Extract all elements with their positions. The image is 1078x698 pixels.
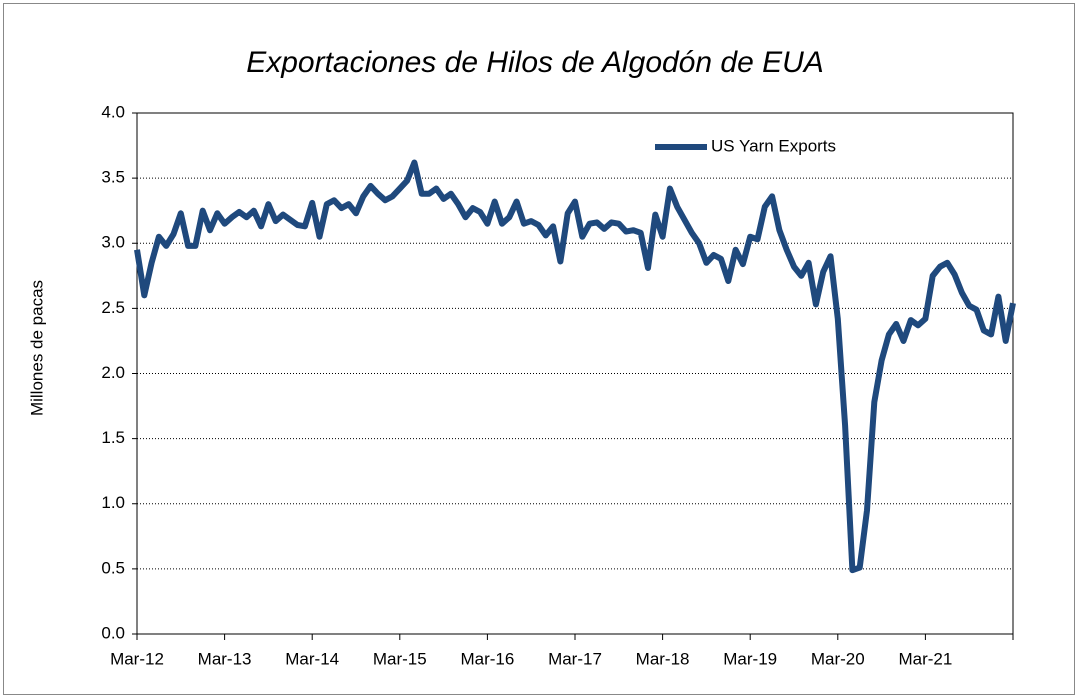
x-tick-label: Mar-16 xyxy=(460,649,514,668)
x-tick-label: Mar-19 xyxy=(723,649,777,668)
data-line xyxy=(134,159,1016,574)
y-tick-label: 1.0 xyxy=(101,493,125,512)
y-axis-label: Millones de pacas xyxy=(27,280,46,416)
x-tick-label: Mar-20 xyxy=(811,649,865,668)
y-tick-label: 0.0 xyxy=(101,623,125,642)
chart-border xyxy=(3,3,1075,695)
y-tick-label: 4.0 xyxy=(101,102,125,121)
y-tick-label: 3.5 xyxy=(101,168,125,187)
y-tick-label: 2.5 xyxy=(101,298,125,317)
legend-label: US Yarn Exports xyxy=(711,136,836,155)
y-tick-label: 2.0 xyxy=(101,363,125,382)
x-tick-label: Mar-14 xyxy=(285,649,339,668)
x-tick-label: Mar-17 xyxy=(548,649,602,668)
chart-title: Exportaciones de Hilos de Algodón de EUA xyxy=(246,46,824,79)
x-tick-label: Mar-15 xyxy=(373,649,427,668)
x-tick-label: Mar-13 xyxy=(198,649,252,668)
x-tick-label: Mar-18 xyxy=(636,649,690,668)
y-tick-label: 3.0 xyxy=(101,233,125,252)
y-tick-label: 0.5 xyxy=(101,558,125,577)
y-tick-label: 1.5 xyxy=(101,428,125,447)
x-tick-label: Mar-21 xyxy=(898,649,952,668)
x-tick-label: Mar-12 xyxy=(110,649,164,668)
